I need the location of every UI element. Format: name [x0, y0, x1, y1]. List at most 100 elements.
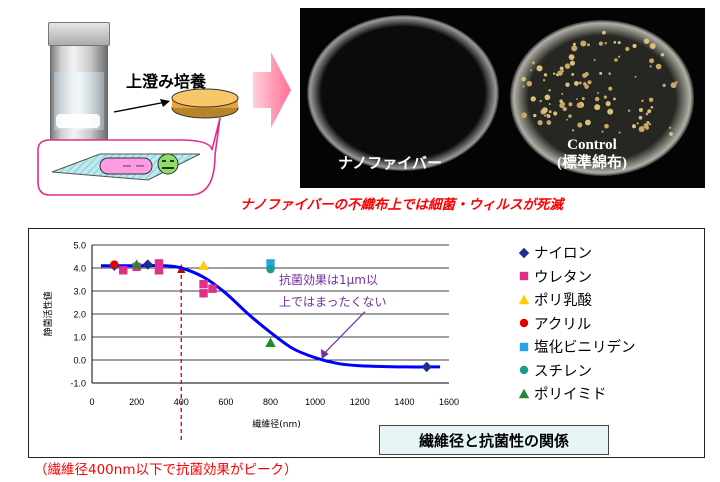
colony — [594, 106, 597, 109]
colony — [544, 94, 551, 101]
legend-label: アクリル — [534, 316, 592, 333]
data-point — [266, 264, 275, 274]
y-tick-label: -1.0 — [70, 379, 86, 389]
colony — [596, 92, 599, 95]
colony — [533, 113, 537, 118]
colony — [553, 111, 558, 116]
x-tick-label: 600 — [218, 397, 233, 407]
colony — [568, 54, 575, 61]
colony — [572, 42, 576, 46]
colony — [627, 109, 631, 112]
y-axis-title: 静菌活性値 — [42, 291, 54, 336]
colony — [648, 97, 654, 102]
nanofiber-label: ナノファイバー — [338, 155, 442, 172]
supernatant-culture-scene: 上澄み培養 ー ー — [30, 10, 280, 205]
colony — [647, 109, 652, 114]
colony — [530, 96, 536, 102]
colony — [593, 59, 596, 61]
data-point — [154, 266, 164, 275]
colony — [565, 82, 570, 87]
x-tick-label: 0 — [89, 397, 94, 407]
vial-nanofiber-sample — [56, 114, 100, 128]
y-tick-label: 1.0 — [73, 333, 86, 343]
colony — [614, 58, 618, 62]
legend-marker — [518, 388, 530, 398]
colony — [584, 84, 589, 89]
colony — [546, 120, 552, 125]
colony — [559, 66, 564, 71]
y-tick-label: 3.0 — [73, 287, 86, 297]
colony — [632, 43, 637, 49]
chart-legend: ナイロン ウレタン ポリ乳酸 アクリル 塩化ビニリデン スチレン ポリイミド — [517, 241, 697, 406]
data-point — [265, 337, 276, 347]
colony — [573, 81, 579, 86]
data-point — [131, 259, 142, 269]
vial-cap — [48, 22, 110, 46]
control-label: Control (標準綿布) — [532, 136, 652, 172]
colony — [584, 119, 591, 126]
colony — [643, 123, 649, 129]
chart-axes: 5.04.03.02.01.00.0-1.0020040060080010001… — [42, 241, 459, 441]
petri-dish-photo: ナノファイバー Control (標準綿布) — [300, 8, 705, 188]
colony — [566, 118, 568, 121]
legend-label: 塩化ビニリデン — [534, 340, 636, 357]
fit-curve-layer — [100, 264, 441, 369]
data-point — [199, 279, 208, 289]
bacteria-callout: ー ー — [37, 117, 221, 196]
x-tick-label: 1000 — [305, 397, 325, 407]
colony — [577, 122, 583, 128]
legend-label: ポリ乳酸 — [534, 293, 592, 310]
colony — [569, 60, 576, 66]
colony — [669, 132, 673, 136]
colony — [568, 102, 573, 107]
colony — [594, 96, 600, 102]
colony — [634, 75, 637, 78]
colony — [649, 65, 652, 68]
colony — [581, 97, 585, 101]
data-point — [119, 266, 128, 275]
colony — [608, 86, 613, 91]
colony — [649, 43, 656, 49]
colony — [670, 82, 677, 89]
colony — [662, 83, 666, 87]
x-tick-label: 1600 — [439, 397, 459, 407]
colony — [571, 45, 578, 52]
relation-title-box: 繊維径と抗菌性の関係 — [379, 425, 609, 455]
colony — [571, 72, 575, 76]
control-dish — [510, 20, 694, 176]
colony — [568, 114, 572, 118]
flow-arrow-icon — [253, 52, 291, 128]
legend-label: ウレタン — [534, 269, 592, 286]
legend-item: 塩化ビニリデン — [517, 335, 697, 359]
colony — [559, 102, 565, 109]
bacterial-colonies — [521, 30, 678, 136]
colony — [603, 95, 607, 99]
colony — [536, 65, 543, 72]
data-point — [421, 361, 432, 373]
colony — [608, 108, 611, 111]
colony — [557, 70, 563, 76]
colony — [539, 99, 542, 103]
colony — [604, 41, 607, 45]
colony — [587, 80, 592, 85]
colony — [638, 126, 645, 133]
petri-dish-illustration — [307, 15, 694, 176]
legend-marker — [519, 342, 529, 351]
colony — [613, 41, 617, 44]
data-point — [110, 260, 119, 269]
colony — [543, 73, 548, 77]
data-point — [142, 259, 153, 270]
colony — [530, 69, 533, 72]
colony — [542, 79, 546, 82]
legend-label: スチレン — [534, 363, 592, 380]
culture-dish-icon — [171, 88, 239, 119]
y-tick-label: 0.0 — [73, 356, 86, 366]
nanofiber-dish — [307, 15, 499, 171]
colony — [638, 115, 643, 120]
supernatant-culture-label: 上澄み培養 — [126, 74, 207, 91]
colony — [576, 98, 578, 101]
colony — [602, 30, 606, 35]
colony — [586, 43, 590, 47]
control-label-line2: (標準綿布) — [557, 155, 627, 171]
